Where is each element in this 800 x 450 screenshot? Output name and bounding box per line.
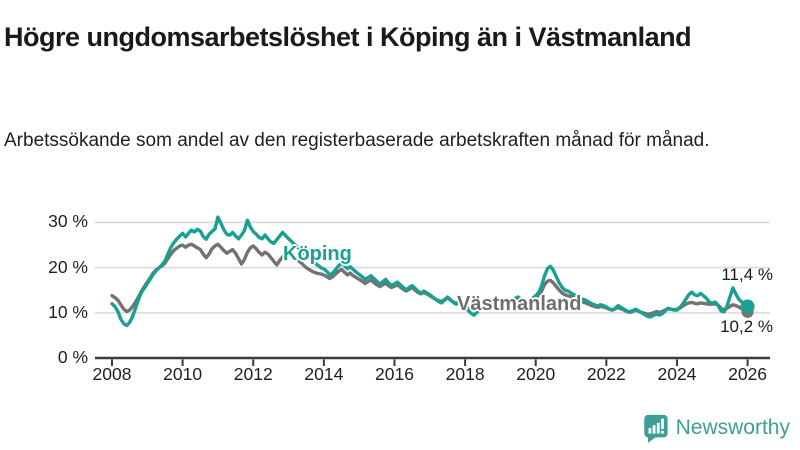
- series-line-koping: [110, 215, 750, 328]
- bar-chart-glyph: [648, 418, 664, 434]
- end-value-label-koping: 11,4 %: [721, 265, 773, 284]
- x-tick-label: 2020: [516, 364, 556, 384]
- x-tick-label: 2022: [586, 364, 626, 384]
- page-title: Högre ungdomsarbetslöshet i Köping än i …: [4, 22, 692, 53]
- x-tick-label: 2018: [445, 364, 485, 384]
- y-tick-label: 30 %: [48, 211, 88, 232]
- y-tick-label: 10 %: [48, 301, 88, 322]
- x-tick-label: 2024: [657, 364, 697, 384]
- y-tick-label: 20 %: [48, 256, 88, 277]
- speech-bubble-shape: [643, 414, 668, 443]
- x-tick-label: 2026: [728, 364, 768, 384]
- series-label-vastmanland: Västmanland: [457, 293, 582, 315]
- x-tick-label: 2010: [163, 364, 203, 384]
- x-tick-label: 2014: [304, 364, 344, 384]
- brand-wordmark: Newsworthy: [675, 416, 790, 439]
- end-value-label-vastmanland: 10,2 %: [720, 317, 773, 336]
- x-tick-label: 2008: [92, 364, 132, 384]
- brand-footer[interactable]: Newsworthy: [641, 413, 790, 443]
- chart-subtitle: Arbetssökande som andel av den registerb…: [4, 130, 710, 151]
- y-tick-label: 0 %: [57, 347, 88, 367]
- series-end-dot-koping: [740, 299, 755, 314]
- series-label-koping: Köping: [283, 243, 352, 265]
- newsworthy-logo-icon: [643, 414, 668, 443]
- x-tick-label: 2016: [375, 364, 414, 384]
- x-tick-label: 2012: [233, 364, 273, 384]
- series-line-vastmanland: [110, 242, 750, 316]
